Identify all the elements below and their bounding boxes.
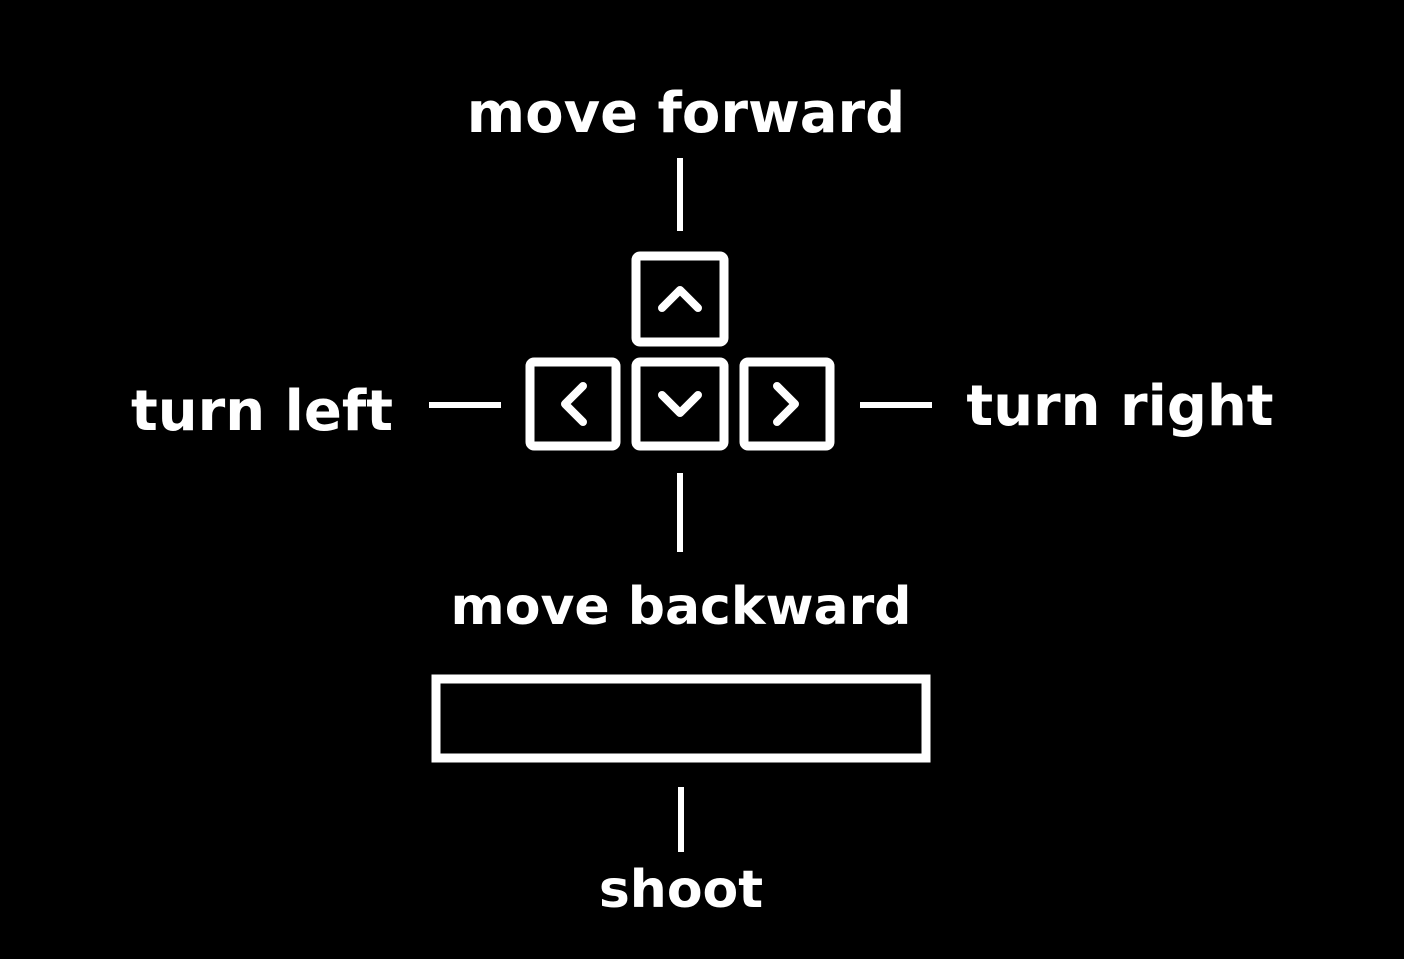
chevron-down-icon — [658, 391, 702, 417]
right-arrow-key — [739, 357, 835, 451]
spacebar-key — [431, 674, 931, 763]
chevron-left-icon — [561, 382, 587, 426]
move-forward-label: move forward — [467, 81, 905, 146]
move-backward-label: move backward — [451, 577, 912, 637]
up-arrow-key — [631, 251, 729, 347]
down-arrow-key — [631, 357, 729, 451]
turn-left-label: turn left — [131, 379, 393, 444]
shoot-label: shoot — [599, 860, 763, 920]
turn-right-label: turn right — [966, 374, 1273, 439]
chevron-up-icon — [658, 286, 702, 312]
chevron-right-icon — [773, 382, 799, 426]
left-arrow-key — [525, 357, 621, 451]
